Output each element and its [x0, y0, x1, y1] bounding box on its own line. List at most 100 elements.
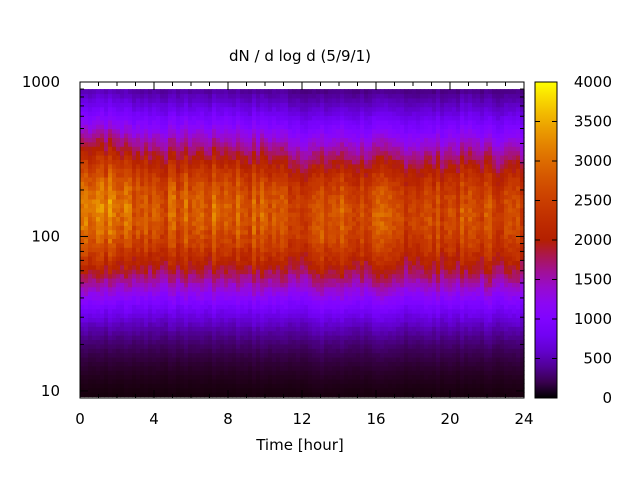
- heatmap-cell: [304, 163, 309, 169]
- heatmap-cell: [104, 255, 109, 261]
- heatmap-cell: [180, 176, 185, 182]
- heatmap-cell: [304, 326, 309, 332]
- heatmap-cell: [156, 128, 161, 134]
- heatmap-cell: [276, 163, 281, 169]
- heatmap-cell: [288, 343, 293, 349]
- heatmap-cell: [176, 277, 181, 283]
- heatmap-cell: [360, 286, 365, 292]
- heatmap-cell: [248, 361, 253, 367]
- heatmap-cell: [268, 115, 273, 121]
- heatmap-cell: [132, 317, 137, 323]
- heatmap-cell: [116, 190, 121, 196]
- heatmap-cell: [296, 176, 301, 182]
- heatmap-cell: [212, 172, 217, 178]
- heatmap-cell: [88, 282, 93, 288]
- heatmap-cell: [184, 137, 189, 143]
- heatmap-cell: [320, 150, 325, 156]
- heatmap-cell: [272, 132, 277, 138]
- heatmap-cell: [132, 168, 137, 174]
- heatmap-cell: [136, 255, 141, 261]
- heatmap-cell: [288, 330, 293, 336]
- heatmap-cell: [324, 370, 329, 376]
- heatmap-cell: [88, 392, 93, 398]
- heatmap-cell: [196, 203, 201, 209]
- heatmap-cell: [108, 286, 113, 292]
- heatmap-cell: [340, 163, 345, 169]
- heatmap-cell: [244, 132, 249, 138]
- heatmap-cell: [332, 383, 337, 389]
- heatmap-cell: [356, 378, 361, 384]
- heatmap-cell: [128, 330, 133, 336]
- heatmap-cell: [124, 357, 129, 362]
- heatmap-cell: [272, 264, 277, 270]
- heatmap-cell: [108, 111, 113, 117]
- heatmap-cell: [312, 335, 317, 341]
- heatmap-cell: [252, 299, 257, 305]
- heatmap-cell: [348, 168, 353, 174]
- heatmap-cell: [276, 392, 281, 398]
- heatmap-cell: [188, 255, 193, 261]
- heatmap-cell: [296, 146, 301, 152]
- heatmap-cell: [180, 234, 185, 239]
- heatmap-cell: [128, 335, 133, 341]
- heatmap-cell: [328, 225, 333, 231]
- heatmap-cell: [180, 119, 185, 125]
- heatmap-cell: [116, 132, 121, 138]
- heatmap-cell: [112, 229, 117, 235]
- heatmap-cell: [212, 255, 217, 261]
- heatmap-cell: [360, 374, 365, 380]
- heatmap-cell: [148, 339, 153, 345]
- heatmap-cell: [260, 216, 265, 222]
- heatmap-cell: [312, 234, 317, 239]
- heatmap-cell: [252, 119, 257, 125]
- heatmap-cell: [284, 190, 289, 196]
- heatmap-cell: [88, 119, 93, 125]
- heatmap-cell: [280, 317, 285, 323]
- heatmap-cell: [240, 238, 245, 244]
- heatmap-cell: [252, 203, 257, 209]
- heatmap-cell: [92, 383, 97, 389]
- heatmap-cell: [164, 326, 169, 332]
- heatmap-cell: [168, 365, 173, 371]
- heatmap-cell: [336, 242, 341, 248]
- heatmap-cell: [148, 335, 153, 341]
- heatmap-cell: [336, 93, 341, 99]
- heatmap-cell: [324, 234, 329, 239]
- heatmap-cell: [132, 255, 137, 261]
- heatmap-cell: [240, 154, 245, 160]
- heatmap-cell: [328, 343, 333, 349]
- heatmap-cell: [228, 229, 233, 235]
- heatmap-cell: [172, 216, 177, 222]
- heatmap-cell: [240, 102, 245, 108]
- heatmap-cell: [144, 115, 149, 121]
- heatmap-cell: [112, 194, 117, 200]
- heatmap-cell: [128, 392, 133, 398]
- heatmap-cell: [280, 111, 285, 117]
- heatmap-cell: [240, 387, 245, 393]
- heatmap-cell: [280, 141, 285, 147]
- heatmap-cell: [112, 326, 117, 332]
- heatmap-cell: [116, 317, 121, 323]
- heatmap-cell: [280, 225, 285, 231]
- heatmap-cell: [176, 352, 181, 358]
- heatmap-cell: [88, 370, 93, 376]
- heatmap-cell: [236, 229, 241, 235]
- heatmap-cell: [92, 216, 97, 222]
- heatmap-cell: [248, 102, 253, 108]
- heatmap-cell: [116, 335, 121, 341]
- heatmap-cell: [180, 97, 185, 103]
- heatmap-cell: [216, 106, 221, 112]
- heatmap-cell: [244, 260, 249, 266]
- heatmap-cell: [324, 343, 329, 349]
- heatmap-cell: [84, 247, 89, 253]
- heatmap-cell: [112, 163, 117, 169]
- heatmap-cell: [308, 282, 313, 288]
- heatmap-cell: [344, 198, 349, 204]
- heatmap-cell: [348, 383, 353, 389]
- heatmap-cell: [340, 326, 345, 332]
- heatmap-cell: [284, 181, 289, 187]
- heatmap-cell: [132, 203, 137, 209]
- heatmap-cell: [220, 361, 225, 367]
- heatmap-cell: [356, 212, 361, 218]
- heatmap-cell: [328, 361, 333, 367]
